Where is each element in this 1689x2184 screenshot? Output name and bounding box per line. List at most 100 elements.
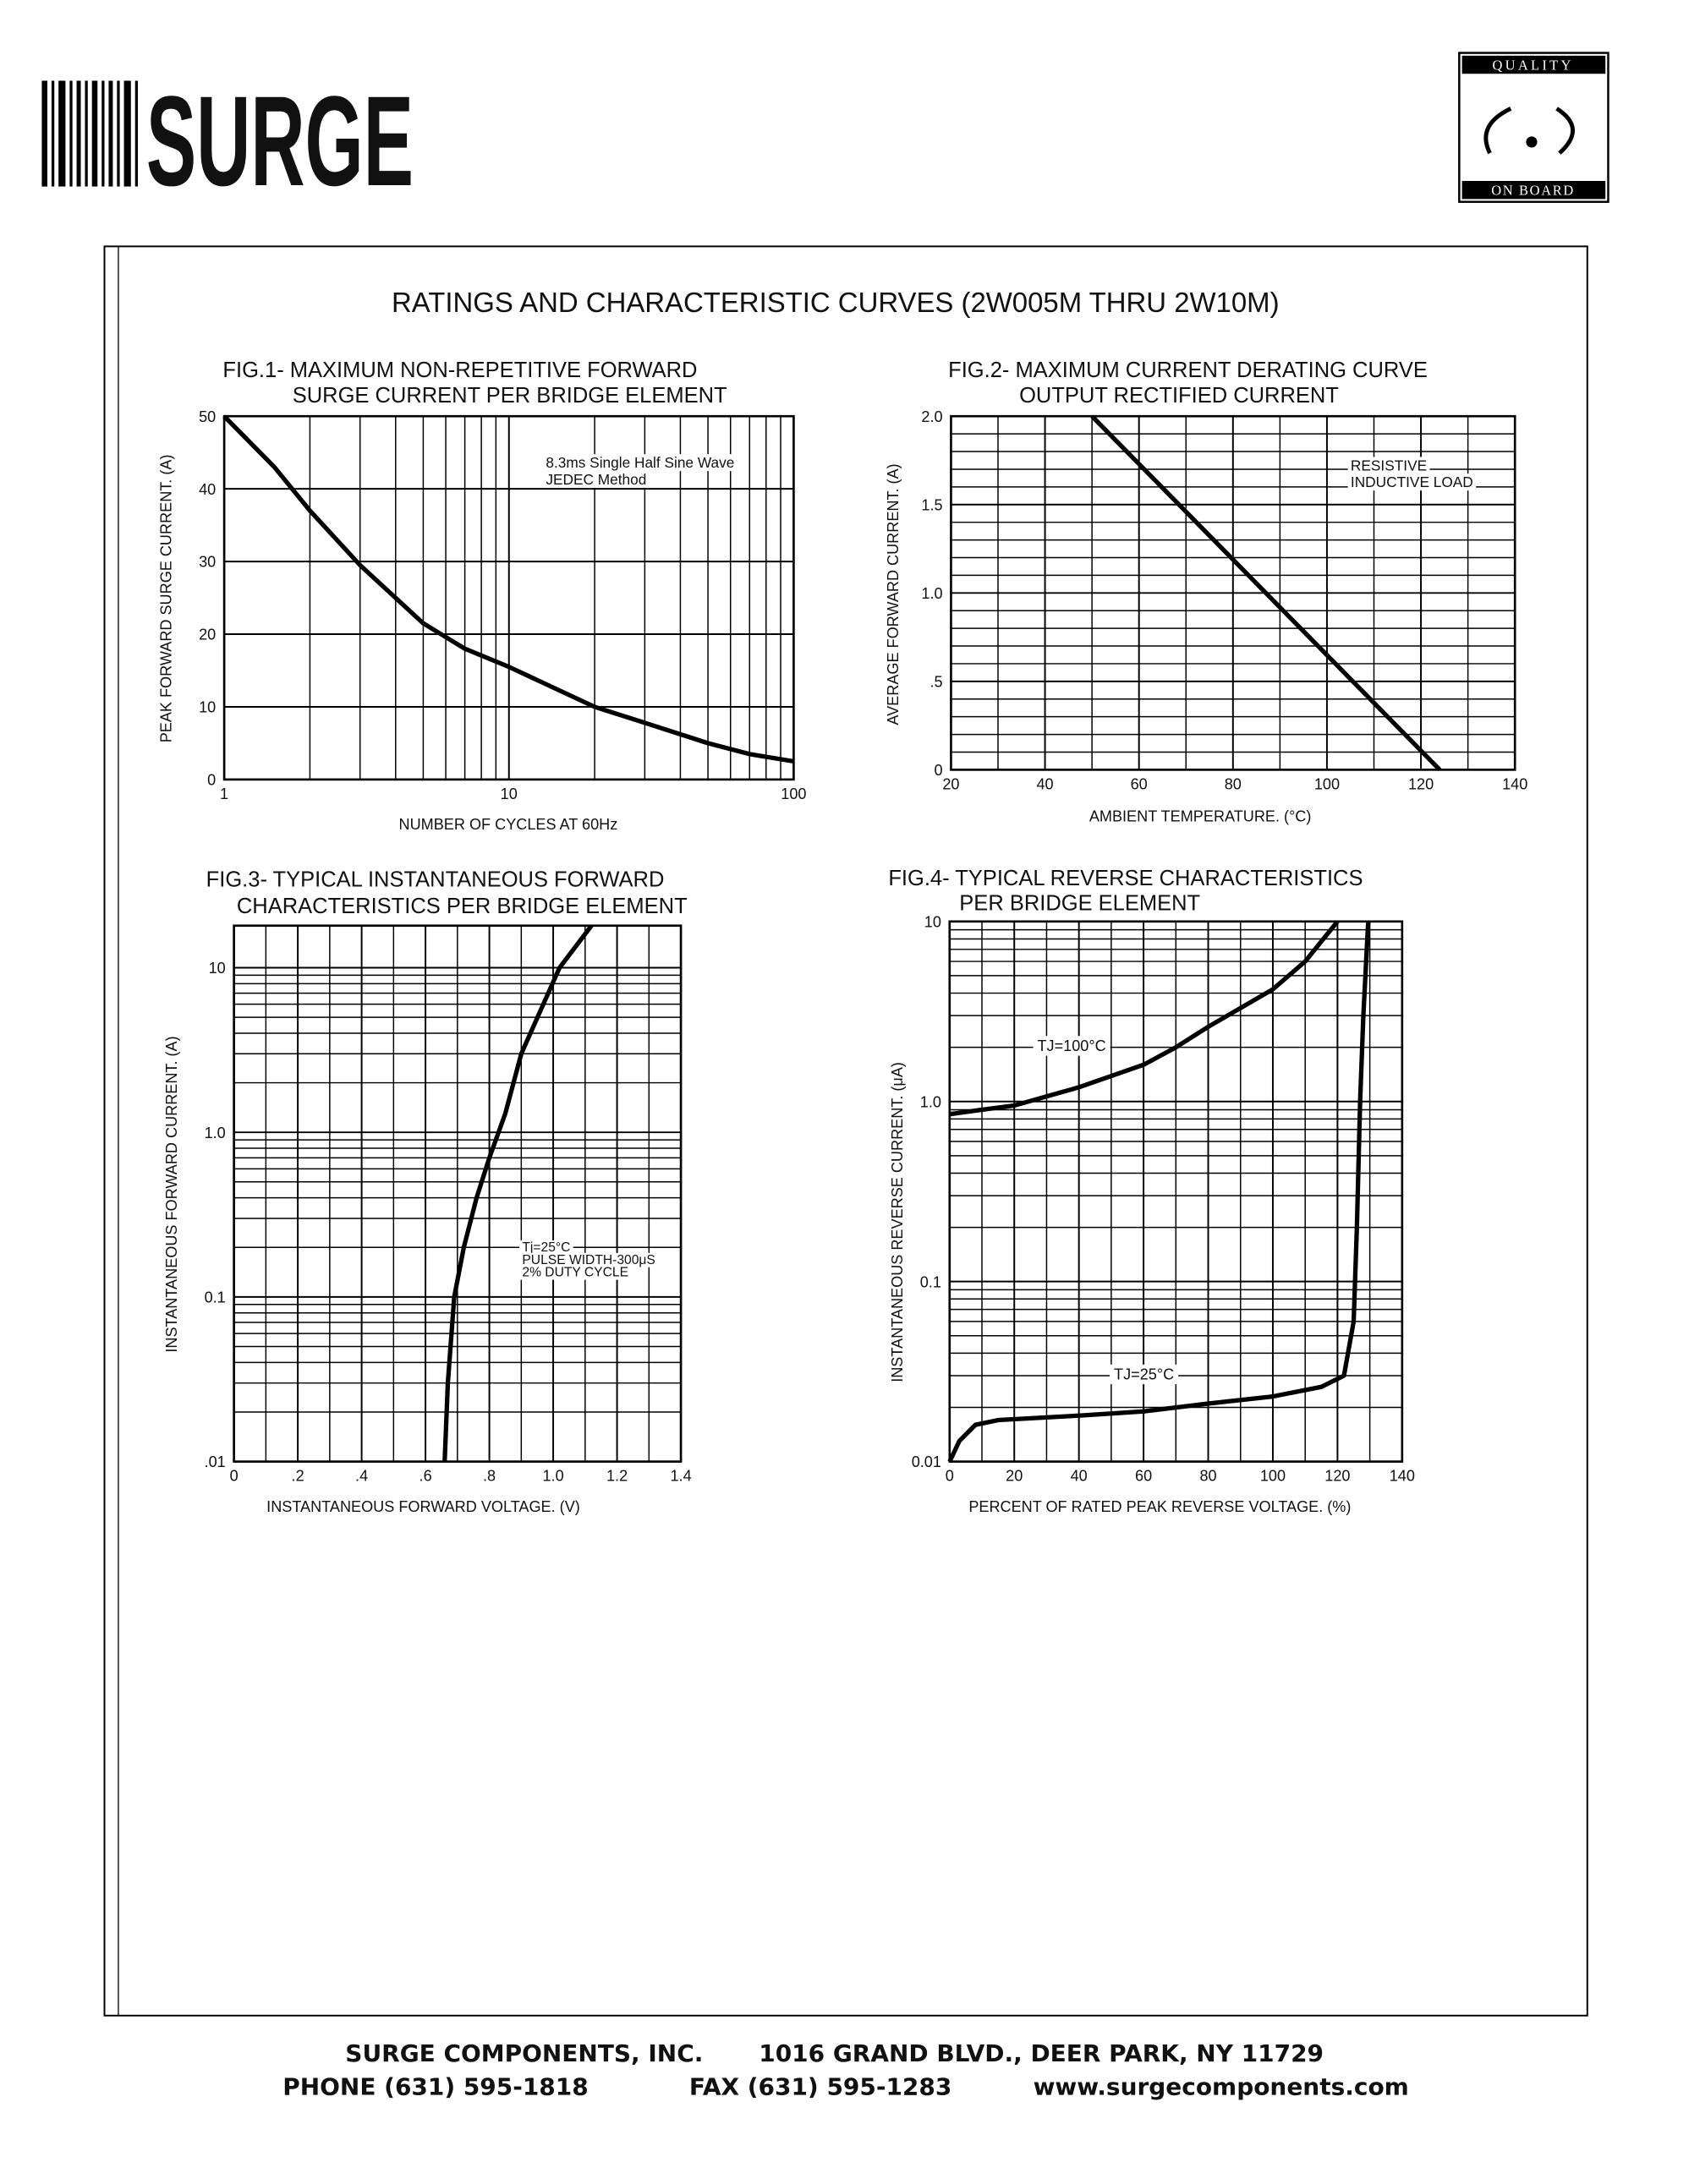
x-tick-label: 80 (1225, 775, 1242, 792)
annotation: RESISTIVE (1351, 457, 1427, 473)
y-tick-label: 10 (924, 913, 941, 930)
figure-title: FIG.3- TYPICAL INSTANTANEOUS FORWARD (206, 868, 665, 892)
y-tick-label: 30 (199, 554, 216, 571)
annotation-backing (543, 470, 650, 488)
y-tick-label: 1.5 (921, 496, 942, 513)
x-axis-label: NUMBER OF CYCLES AT 60Hz (399, 816, 618, 833)
figure-title: FIG.1- MAXIMUM NON-REPETITIVE FORWARD (222, 359, 697, 382)
logo: SURGE (41, 70, 414, 213)
x-tick-label: 140 (1502, 775, 1527, 792)
annotation-backing (519, 1252, 659, 1267)
annotation-backing (519, 1265, 632, 1280)
x-tick-label: .2 (292, 1468, 304, 1485)
series-label: TJ=25°C (1114, 1366, 1174, 1382)
curve (442, 924, 594, 1462)
x-tick-label: 0 (230, 1468, 239, 1485)
y-tick-label: 50 (199, 408, 216, 425)
x-tick-label: 40 (1071, 1468, 1088, 1485)
annotation-backing (1347, 457, 1430, 474)
footer-web: www.surgecomponents.com (1034, 2073, 1409, 2101)
x-tick-label: .8 (483, 1468, 496, 1485)
annotation: JEDEC Method (546, 471, 646, 488)
y-axis-label: PEAK FORWARD SURGE CURRENT. (A) (158, 454, 175, 742)
x-tick-label: 40 (1036, 775, 1053, 792)
y-tick-label: 0.1 (920, 1273, 941, 1290)
content-frame (103, 245, 1588, 2017)
y-tick-label: .5 (929, 673, 942, 690)
y-tick-label: 1.0 (920, 1093, 941, 1110)
x-tick-label: 100 (781, 785, 806, 802)
y-tick-label: 0 (207, 771, 216, 788)
charts: FIG.1- MAXIMUM NON-REPETITIVE FORWARDSUR… (158, 359, 1528, 1515)
x-tick-label: 80 (1199, 1468, 1216, 1485)
x-tick-label: .4 (355, 1468, 368, 1485)
annotation: 2% DUTY CYCLE (522, 1266, 628, 1280)
plot-frame (950, 414, 1516, 771)
y-tick-label: 20 (199, 627, 216, 643)
x-axis-label: INSTANTANEOUS FORWARD VOLTAGE. (V) (266, 1498, 580, 1515)
x-tick-label: 10 (501, 785, 518, 802)
x-tick-label: 100 (1260, 1468, 1286, 1485)
figure-subtitle: SURGE CURRENT PER BRIDGE ELEMENT (293, 384, 727, 408)
x-tick-label: .6 (420, 1468, 432, 1485)
figure-title: FIG.4- TYPICAL REVERSE CHARACTERISTICS (888, 867, 1363, 890)
annotation: Tj=25°C (522, 1240, 570, 1255)
label-backing (1110, 1364, 1179, 1385)
y-tick-label: 1.0 (205, 1125, 226, 1141)
badge-top: QUALITY (1493, 57, 1574, 73)
chart: FIG.4- TYPICAL REVERSE CHARACTERISTICSPE… (888, 867, 1415, 1515)
figure-subtitle: OUTPUT RECTIFIED CURRENT (1019, 384, 1339, 408)
y-tick-label: 10 (199, 699, 216, 716)
x-tick-label: 140 (1390, 1468, 1415, 1485)
figure-subtitle: CHARACTERISTICS PER BRIDGE ELEMENT (237, 895, 688, 918)
x-tick-label: 60 (1131, 775, 1148, 792)
annotation-backing (543, 454, 738, 472)
y-tick-label: 0.1 (205, 1289, 226, 1305)
logo-text: SURGE (146, 70, 414, 213)
x-tick-label: 1.2 (606, 1468, 628, 1485)
y-axis-label: INSTANTANEOUS FORWARD CURRENT. (A) (163, 1036, 180, 1352)
annotation: PULSE WIDTH-300μS (522, 1253, 655, 1267)
quality-badge: QUALITY ON BOARD (1458, 52, 1609, 203)
footer-phone: PHONE (631) 595-1818 (282, 2073, 588, 2101)
annotation: INDUCTIVE LOAD (1351, 473, 1473, 490)
y-axis-label: AVERAGE FORWARD CURRENT. (A) (885, 463, 902, 725)
footer-company: SURGE COMPONENTS, INC. (345, 2039, 703, 2067)
plot-frame (222, 414, 795, 781)
y-axis-label: INSTANTANEOUS REVERSE CURRENT. (μA) (889, 1062, 906, 1382)
x-tick-label: 1.4 (670, 1468, 691, 1485)
x-tick-label: 100 (1314, 775, 1340, 792)
x-axis-label: PERCENT OF RATED PEAK REVERSE VOLTAGE. (… (968, 1498, 1351, 1515)
x-tick-label: 1 (220, 785, 228, 802)
y-tick-label: 10 (209, 960, 226, 977)
footer-fax: FAX (631) 595-1283 (689, 2073, 951, 2101)
x-tick-label: 0 (946, 1468, 954, 1485)
y-tick-label: 40 (199, 481, 216, 498)
x-tick-label: 20 (942, 775, 959, 792)
annotation: 8.3ms Single Half Sine Wave (546, 454, 734, 471)
x-axis-label: AMBIENT TEMPERATURE. (°C) (1089, 807, 1312, 824)
chart: FIG.3- TYPICAL INSTANTANEOUS FORWARD CHAR… (163, 868, 692, 1515)
curve (949, 920, 1340, 1117)
curve (222, 414, 794, 764)
x-tick-label: 120 (1324, 1468, 1350, 1485)
footer-address: 1016 GRAND BLVD., DEER PARK, NY 11729 (759, 2039, 1324, 2067)
label-backing (1033, 1036, 1110, 1056)
curve (947, 921, 1371, 1463)
y-tick-label: .01 (205, 1453, 226, 1470)
y-tick-label: 2.0 (921, 408, 942, 425)
figure-title: FIG.2- MAXIMUM CURRENT DERATING CURVE (948, 359, 1428, 382)
badge-bottom: ON BOARD (1491, 182, 1575, 198)
curve (1090, 414, 1442, 772)
chart: FIG.2- MAXIMUM CURRENT DERATING CURVEOUT… (885, 359, 1527, 824)
figure-subtitle: PER BRIDGE ELEMENT (959, 892, 1200, 916)
x-tick-label: 60 (1135, 1468, 1152, 1485)
y-tick-label: 0.01 (912, 1453, 941, 1470)
annotation-backing (1347, 473, 1477, 491)
y-tick-label: 0 (934, 762, 942, 779)
chart: FIG.1- MAXIMUM NON-REPETITIVE FORWARDSUR… (158, 359, 807, 833)
series-label: TJ=100°C (1038, 1037, 1106, 1054)
plot-frame (233, 924, 683, 1463)
